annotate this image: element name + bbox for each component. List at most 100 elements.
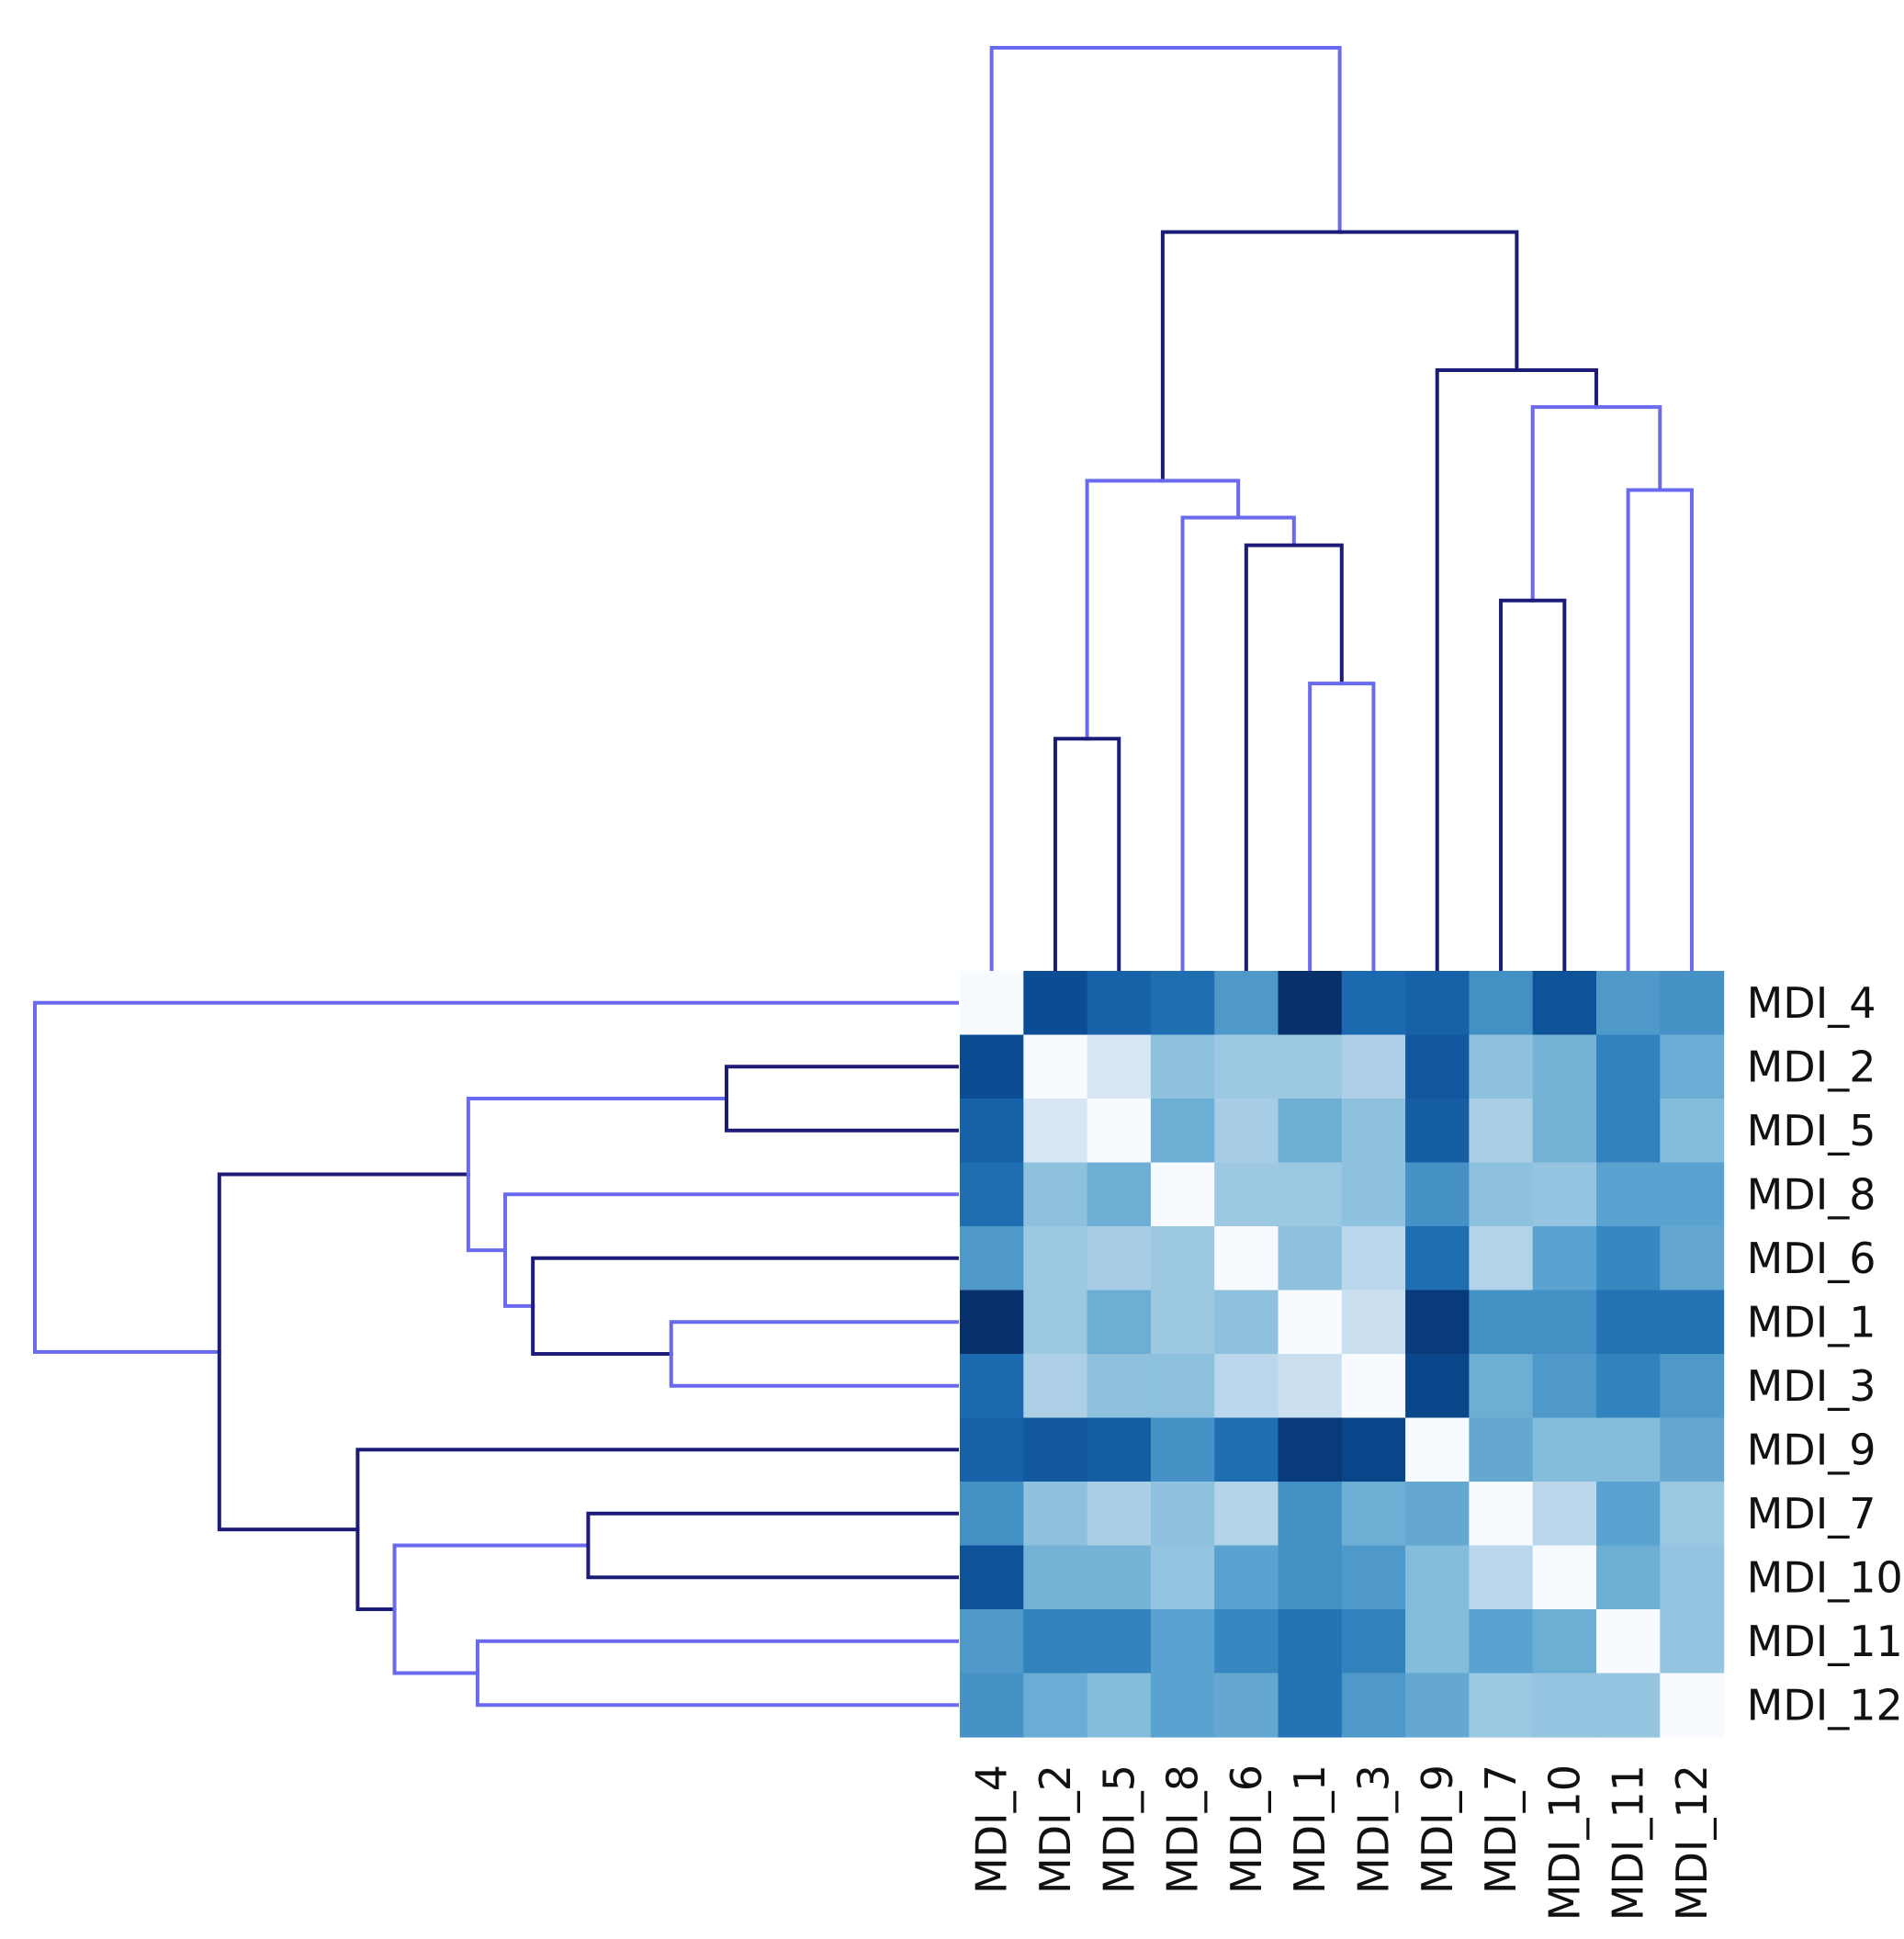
row-dendrogram-link [217,1172,470,1532]
heatmap-cell [1469,1354,1534,1419]
row-label: MDI_9 [1747,1425,1876,1474]
heatmap-cell [1596,1226,1661,1291]
heatmap-cell [1214,1226,1279,1291]
heatmap-cell [1341,1609,1406,1674]
heatmap-cell [1278,1673,1343,1738]
heatmap-cell [960,1354,1024,1419]
heatmap-cell [1405,1609,1470,1674]
heatmap-cell [1278,1545,1343,1610]
row-label: MDI_7 [1747,1489,1876,1539]
heatmap-cell [1596,1673,1661,1738]
heatmap-cell [1150,1034,1215,1099]
heatmap-cell [1087,1290,1152,1355]
heatmap-cell [1660,1417,1725,1482]
column-label: MDI_2 [1031,1764,1080,1894]
heatmap-cell [1532,1545,1597,1610]
heatmap-cell [1532,1226,1597,1291]
heatmap-cell [1405,1290,1470,1355]
heatmap-cell [1341,1673,1406,1738]
heatmap-cell [1278,1162,1343,1227]
heatmap-cell [1023,1545,1088,1610]
heatmap-cell [960,1673,1024,1738]
row-label: MDI_11 [1747,1617,1903,1666]
heatmap-cell [1405,1226,1470,1291]
row-dendrogram-link [355,1448,959,1611]
heatmap-cell [1087,1162,1152,1227]
heatmap-cell [1660,1545,1725,1610]
heatmap-cell [1087,1354,1152,1419]
heatmap-cell [1341,1034,1406,1099]
heatmap-cell [1214,1354,1279,1419]
column-dendrogram-link [1053,737,1121,971]
heatmap-cell [960,1417,1024,1482]
heatmap-cell [1087,971,1152,1036]
row-label: MDI_6 [1747,1234,1876,1283]
column-dendrogram-link [1308,682,1376,971]
row-dendrogram-link [669,1320,959,1388]
heatmap-cell [1023,1482,1088,1547]
heatmap-cell [1214,1290,1279,1355]
column-label: MDI_6 [1222,1764,1271,1894]
row-label: MDI_1 [1747,1297,1876,1347]
heatmap-cell [960,1482,1024,1547]
heatmap-cell [1660,1162,1725,1227]
heatmap-cell [1660,1099,1725,1164]
heatmap-cell [1150,1354,1215,1419]
heatmap-cell [1278,1226,1343,1291]
column-label: MDI_9 [1413,1764,1462,1894]
row-labels: MDI_4 MDI_2 MDI_5 MDI_8 MDI_6 MDI_1 MDI_3 MDI_9… [1747,978,1903,1730]
heatmap-cell [1278,1417,1343,1482]
column-label: MDI_1 [1285,1764,1335,1894]
heatmap-cell [1469,1162,1534,1227]
column-dendrogram-link [1530,405,1662,603]
heatmap-cell [1596,1034,1661,1099]
heatmap-cell [1278,1482,1343,1547]
heatmap-cell [1278,1099,1343,1164]
heatmap-cell [1087,1417,1152,1482]
heatmap-cell [1087,1609,1152,1674]
heatmap-cell [960,1162,1024,1227]
heatmap-cell [1214,1545,1279,1610]
heatmap-cell [1405,1482,1470,1547]
heatmap-cell [960,1099,1024,1164]
row-dendrogram [33,1000,959,1708]
heatmap-cell [1023,1673,1088,1738]
heatmap-cell [1660,1482,1725,1547]
row-dendrogram-link [725,1065,959,1133]
heatmap-cell [1214,1162,1279,1227]
heatmap-cell [1405,1673,1470,1738]
column-label: MDI_3 [1348,1764,1398,1894]
heatmap-cell [1532,1482,1597,1547]
heatmap-cell [1214,1609,1279,1674]
heatmap-cell [1278,1034,1343,1099]
heatmap-cell [960,1609,1024,1674]
heatmap-cells [960,971,1725,1738]
heatmap-cell [1341,971,1406,1036]
row-label: MDI_4 [1747,978,1876,1028]
heatmap-cell [1150,1226,1215,1291]
row-dendrogram-link [466,1097,728,1253]
heatmap-cell [1087,1545,1152,1610]
heatmap-cell [1469,1609,1534,1674]
heatmap-cell [1405,971,1470,1036]
row-dendrogram-link [503,1192,959,1308]
heatmap-cell [1278,1609,1343,1674]
heatmap-cell [960,971,1024,1036]
heatmap-cell [1532,1609,1597,1674]
heatmap-cell [1405,1417,1470,1482]
heatmap-cell [1341,1354,1406,1419]
heatmap-cell [1405,1162,1470,1227]
row-dendrogram-link [392,1543,591,1675]
heatmap-cell [1532,1162,1597,1227]
row-label: MDI_2 [1747,1042,1876,1091]
heatmap-cell [1596,1609,1661,1674]
heatmap-cell [1660,971,1725,1036]
heatmap-cell [1596,1417,1661,1482]
heatmap-cell [1469,971,1534,1036]
heatmap-cell [1660,1673,1725,1738]
heatmap-cell [1023,971,1088,1036]
heatmap-cell [1596,1482,1661,1547]
heatmap-cell [1532,971,1597,1036]
row-dendrogram-link [475,1639,959,1708]
